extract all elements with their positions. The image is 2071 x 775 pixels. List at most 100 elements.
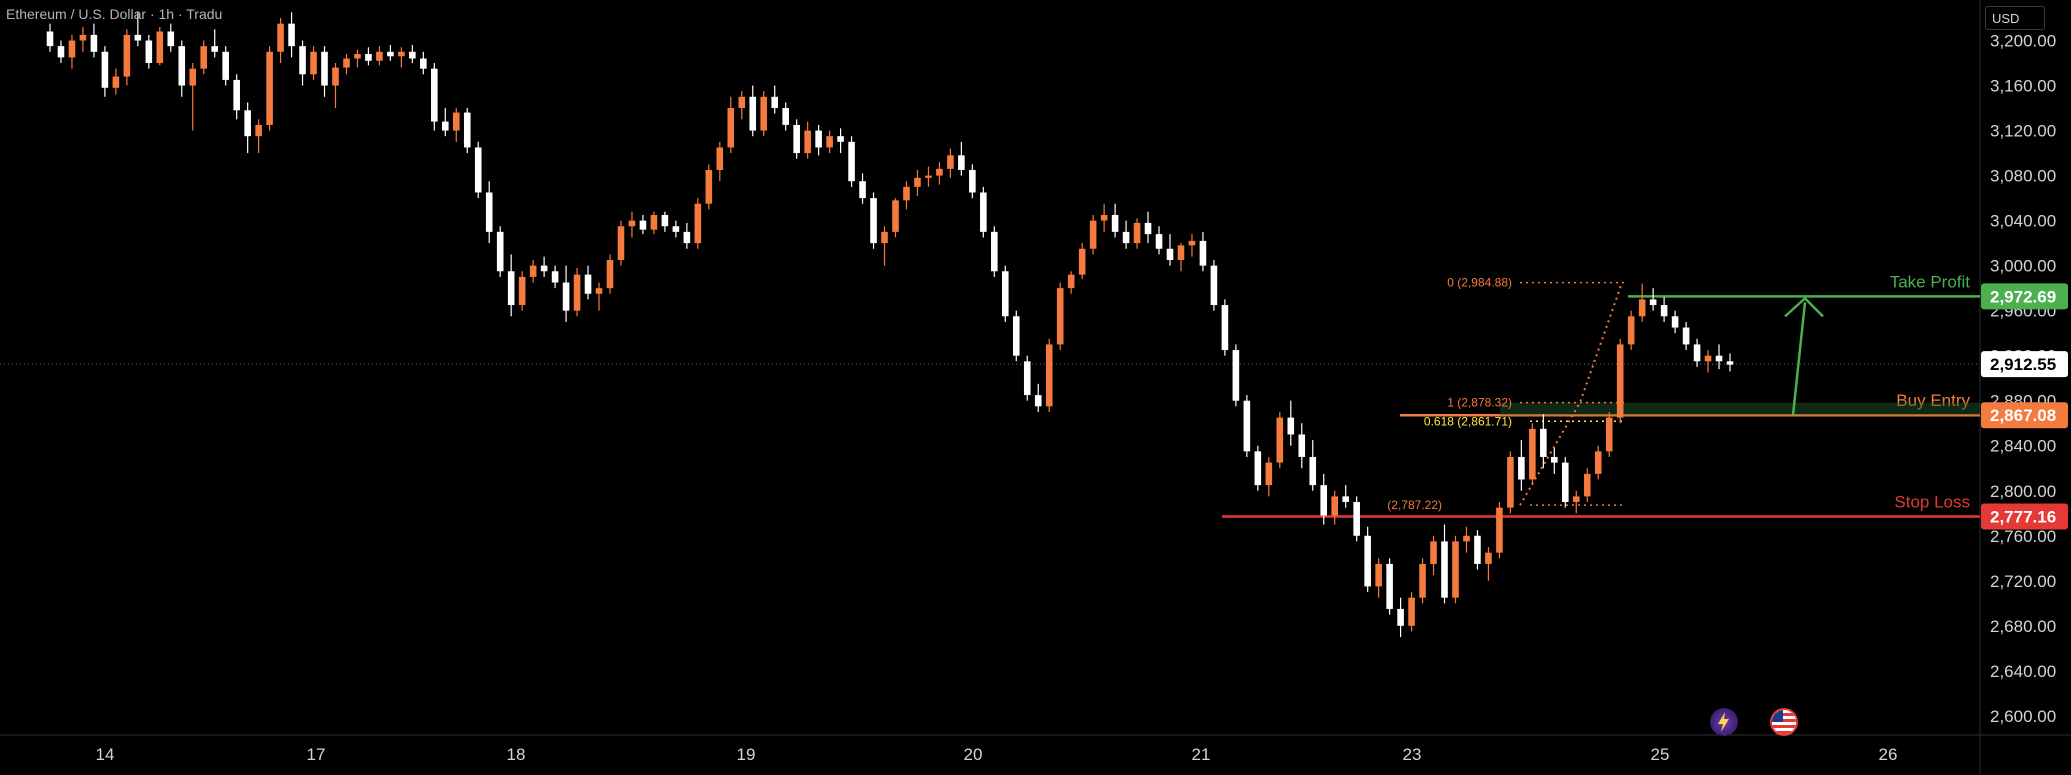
candle-body — [562, 282, 570, 311]
candle — [617, 220, 625, 266]
candle-body — [266, 51, 273, 125]
candle — [112, 68, 120, 95]
candle — [705, 164, 713, 210]
candle — [1056, 282, 1064, 351]
candle — [903, 181, 910, 210]
candle — [123, 29, 131, 86]
candle-body — [1144, 222, 1152, 235]
candle — [837, 128, 844, 154]
candle-body — [958, 155, 965, 170]
candle-body — [1177, 245, 1185, 261]
candle — [650, 211, 658, 235]
candle — [518, 271, 526, 311]
candle-body — [936, 168, 943, 176]
candle-body — [1089, 220, 1097, 249]
candle — [914, 169, 921, 196]
candle-body — [1507, 456, 1514, 508]
symbol-title[interactable]: Ethereum / U.S. Dollar · 1h · Tradu — [6, 6, 223, 22]
candle — [848, 136, 855, 187]
candle — [870, 192, 877, 249]
candle-body — [178, 46, 186, 86]
candle-body — [233, 79, 240, 111]
candle-body — [925, 175, 932, 178]
candle-body — [485, 192, 493, 232]
candle-body — [1693, 344, 1701, 362]
candle-body — [1243, 400, 1251, 452]
candle-body — [1188, 240, 1196, 246]
candle — [167, 23, 175, 52]
us-flag-event-icon[interactable] — [1770, 708, 1798, 736]
candle-body — [1166, 248, 1174, 261]
candle — [387, 45, 394, 61]
candle — [1463, 526, 1470, 553]
candle — [947, 148, 954, 178]
candle-body — [200, 46, 208, 69]
candle-body — [606, 260, 614, 289]
candle-body — [1364, 535, 1371, 587]
candle — [980, 186, 987, 238]
candle-body — [1726, 361, 1734, 365]
buy-zone — [1500, 402, 1980, 416]
candle — [1144, 211, 1152, 244]
currency-badge[interactable]: USD — [1985, 6, 2045, 30]
candle-body — [694, 203, 702, 244]
candle-body — [299, 46, 306, 75]
candle — [354, 49, 361, 68]
target-arrow-head — [1784, 296, 1824, 318]
candle-body — [1056, 288, 1064, 345]
candle — [727, 96, 735, 154]
candle — [343, 54, 350, 75]
candle-body — [1529, 428, 1536, 480]
stop-loss-price-badge-bg — [1981, 503, 2068, 530]
fib-level-label: 0.618 (2,861.71) — [1424, 414, 1512, 428]
candle — [815, 124, 822, 156]
price-tick-label: 2,800.00 — [1990, 482, 2056, 501]
lightning-event-icon[interactable] — [1710, 708, 1738, 736]
candle-body — [211, 46, 218, 52]
candle — [1078, 243, 1086, 280]
candle-body — [969, 169, 976, 193]
candle-body — [628, 220, 636, 227]
candle — [1583, 468, 1591, 503]
candle-body — [134, 34, 142, 41]
candle-body — [881, 231, 888, 244]
candle — [46, 23, 54, 52]
time-tick-label: 25 — [1651, 745, 1670, 764]
candle — [233, 74, 240, 120]
time-tick-label: 18 — [507, 745, 526, 764]
candle-body — [661, 214, 669, 227]
time-tick-label: 19 — [737, 745, 756, 764]
candle — [1605, 411, 1613, 457]
candle — [958, 141, 965, 176]
candle — [628, 211, 636, 238]
candle — [1594, 445, 1602, 480]
candle — [991, 226, 998, 277]
price-tick-label: 2,720.00 — [1990, 572, 2056, 591]
candle — [1474, 530, 1481, 570]
candle-body — [1012, 316, 1020, 356]
candle-body — [1386, 563, 1393, 609]
time-axis[interactable]: 14 17 18 19 20 21 23 25 26 — [96, 745, 1898, 764]
candle-body — [1254, 451, 1262, 486]
candle-body — [1375, 563, 1382, 587]
candle-body — [431, 68, 438, 122]
candle — [1012, 310, 1020, 362]
candle — [332, 63, 339, 109]
candle — [1265, 456, 1273, 497]
candle — [288, 12, 295, 58]
candle-body — [1342, 496, 1349, 503]
candle — [639, 214, 647, 235]
candle — [551, 265, 559, 289]
candle — [881, 226, 888, 266]
candle — [595, 282, 603, 311]
candle — [485, 181, 493, 244]
candles-layer — [46, 12, 1734, 638]
candle-body — [1441, 541, 1448, 598]
candle-body — [892, 200, 899, 232]
candle-body — [507, 271, 515, 306]
current-price-badge-bg — [1981, 351, 2068, 378]
candle-body — [1309, 456, 1317, 486]
time-tick-label: 17 — [307, 745, 326, 764]
